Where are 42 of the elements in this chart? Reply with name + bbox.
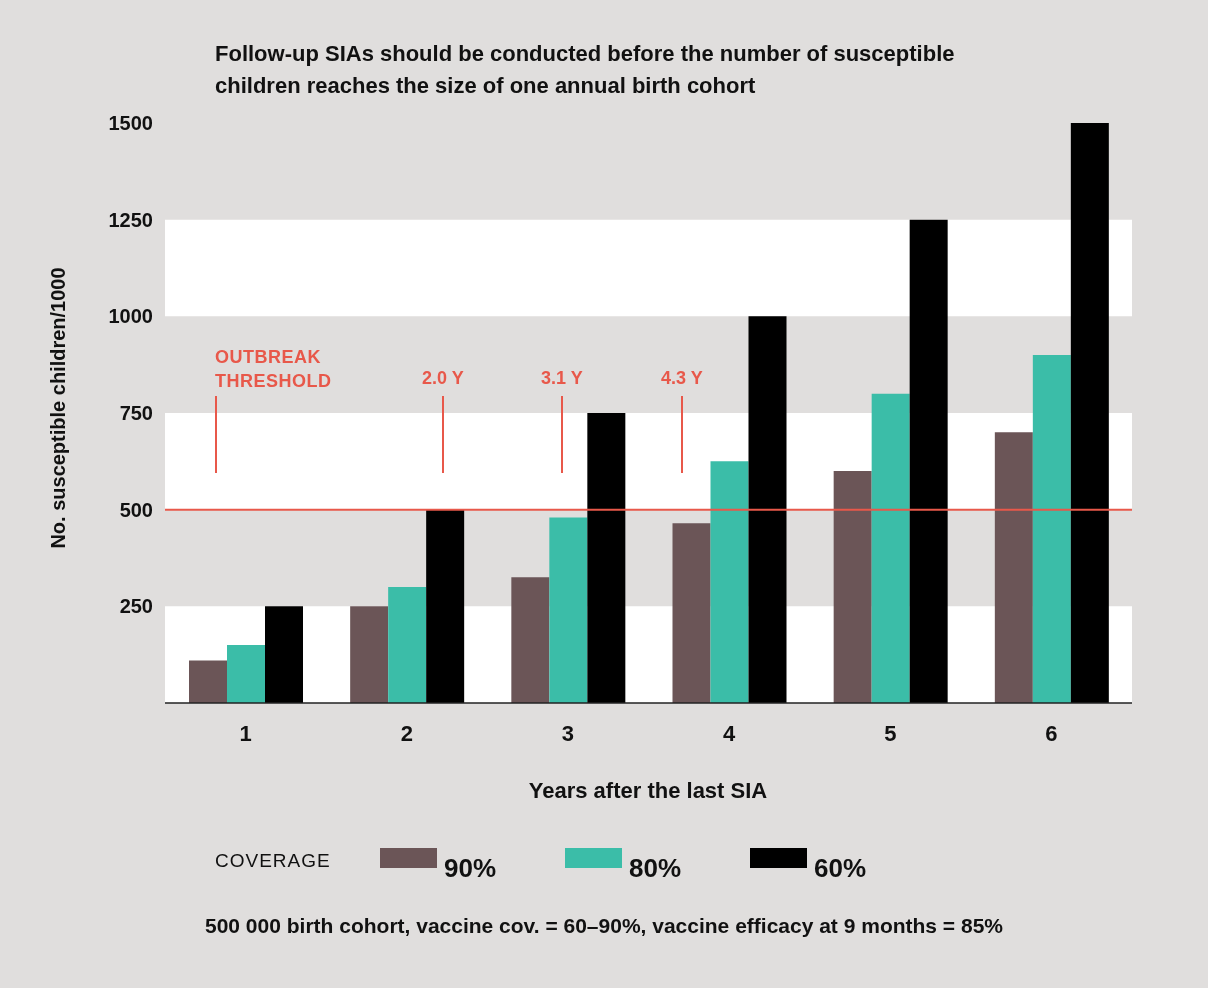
legend-label: 80% [629, 853, 682, 884]
annotation: 3.1 Y [541, 368, 583, 389]
legend-label: 90% [444, 853, 497, 884]
text: 500 000 birth cohort, vaccine cov. = 60–90%, vaccine efficacy at 9 months = 85% [204, 914, 1004, 938]
x-tick-label: 6 [1045, 720, 1058, 746]
bar [265, 606, 303, 703]
x-axis-title: Years after the last SIA [527, 778, 769, 804]
bar [511, 577, 550, 703]
bar [587, 413, 626, 703]
bar [426, 509, 465, 703]
bar [350, 606, 389, 703]
bar [549, 517, 588, 703]
bar [227, 645, 265, 703]
ref-line-label: OUTBREAK THRESHOLD [215, 346, 333, 393]
y-axis-title: No. susceptible children/1000 [46, 267, 70, 549]
y-tick-label: 1500 [108, 112, 153, 135]
bar [833, 471, 872, 703]
bar [994, 432, 1033, 703]
x-tick-label: 1 [239, 720, 252, 746]
bar [748, 316, 787, 703]
bar [1070, 123, 1109, 703]
y-tick-label: 1250 [108, 208, 153, 231]
x-tick-label: 5 [884, 720, 897, 746]
bar [388, 587, 427, 703]
annotation: 2.0 Y [422, 368, 464, 389]
legend-title: COVERAGE [215, 850, 332, 872]
x-tick-label: 4 [722, 720, 736, 746]
bar [1032, 355, 1071, 703]
chart-title: Follow-up SIAs should be conducted before the number of susceptible children reaches the size of one annual birth cohort [215, 40, 956, 100]
y-tick-label: 500 [119, 498, 153, 521]
annotation: 4.3 Y [661, 368, 703, 389]
y-tick-label: 1000 [108, 305, 153, 328]
legend-label: 60% [814, 853, 867, 884]
bar [909, 219, 948, 703]
bar [189, 660, 227, 703]
x-tick-label: 2 [400, 720, 413, 746]
x-tick-label: 3 [561, 720, 575, 746]
bar [710, 461, 749, 703]
y-tick-label: 750 [119, 402, 153, 425]
bar [672, 523, 711, 703]
y-tick-label: 250 [119, 595, 153, 618]
bar [871, 393, 910, 703]
